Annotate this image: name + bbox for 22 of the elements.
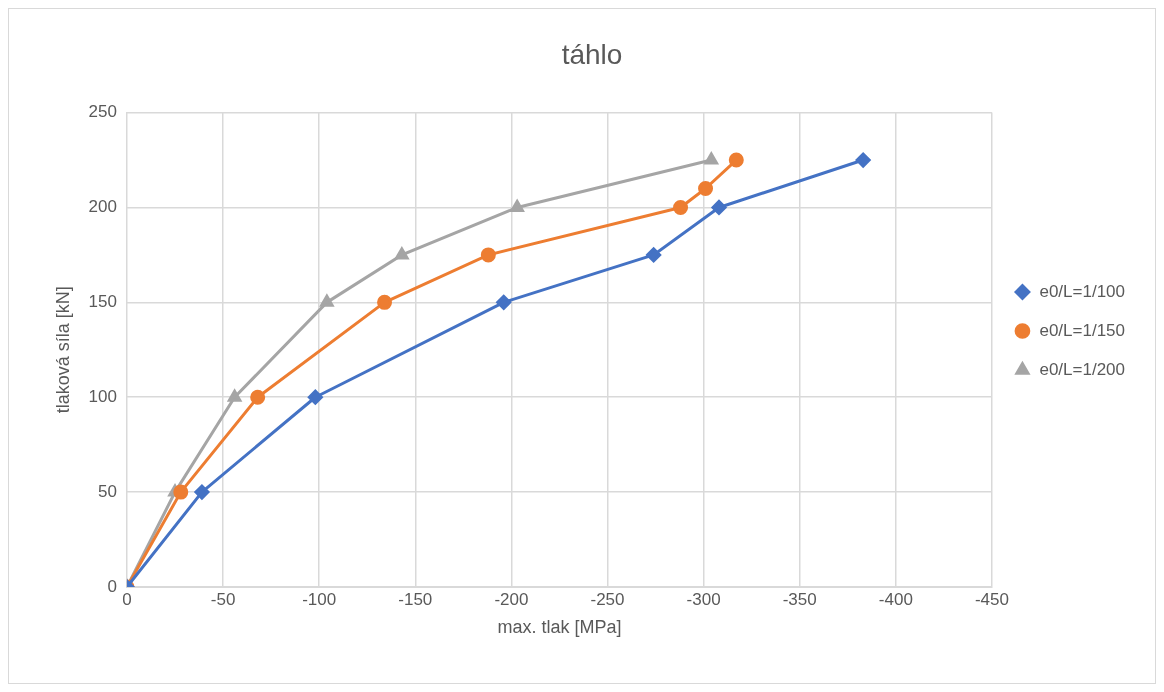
x-tick-label: -50 (210, 589, 236, 609)
x-axis-title: max. tlak [MPa] (497, 617, 622, 638)
x-tick-label: 0 (122, 589, 132, 609)
y-tick-label: 250 (88, 102, 117, 122)
y-tick-label: 0 (107, 576, 117, 596)
x-tick-label: -250 (590, 589, 625, 609)
y-tick-label: 100 (88, 386, 117, 406)
y-tick-label: 200 (88, 197, 117, 217)
y-axis-title: tlaková síla [kN] (52, 286, 73, 414)
y-tick-label: 50 (98, 481, 117, 501)
x-tick-label: -200 (494, 589, 529, 609)
legend-label: e0/L=1/150 (1039, 320, 1126, 340)
legend-label: e0/L=1/100 (1039, 281, 1126, 301)
x-tick-label: -300 (686, 589, 721, 609)
legend-label: e0/L=1/200 (1039, 359, 1126, 379)
x-tick-label: -350 (782, 589, 817, 609)
y-tick-label: 150 (88, 292, 117, 312)
x-tick-label: -100 (302, 589, 337, 609)
chart-title: táhlo (561, 38, 623, 70)
x-tick-label: -150 (398, 589, 433, 609)
x-tick-label: -400 (878, 589, 913, 609)
x-tick-label: -450 (974, 589, 1009, 609)
